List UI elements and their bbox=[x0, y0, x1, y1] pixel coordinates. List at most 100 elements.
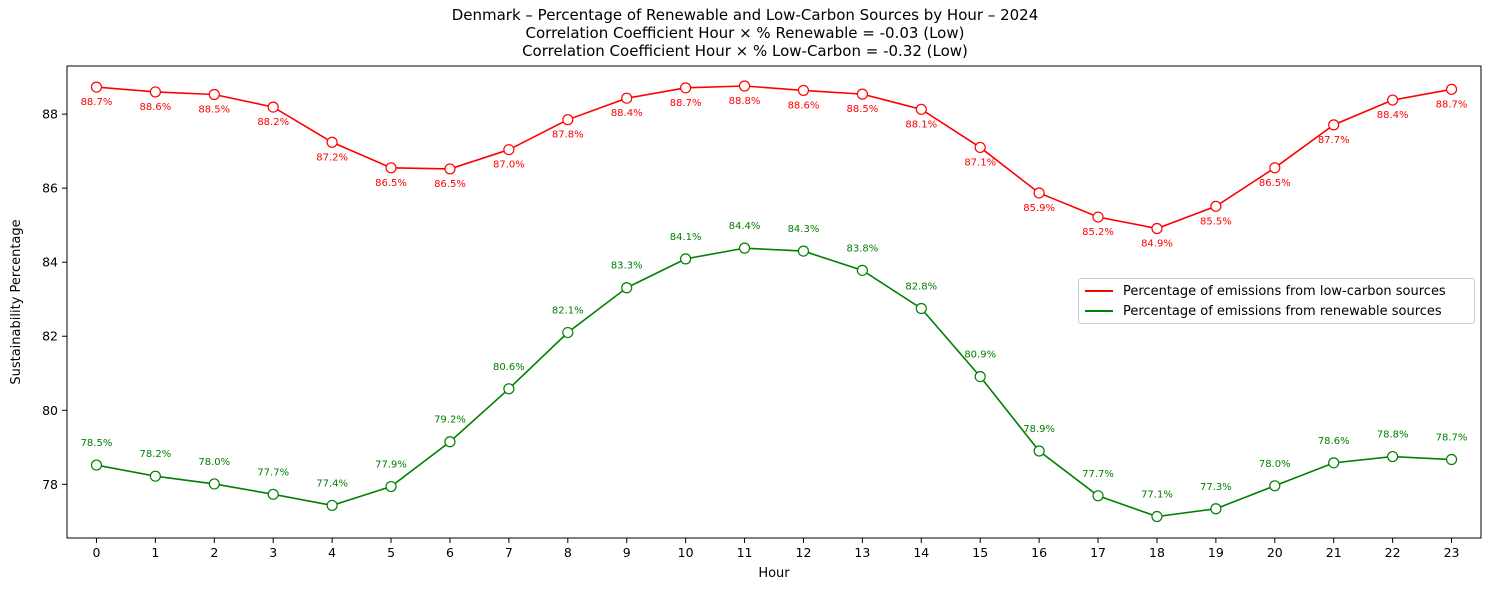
data-point bbox=[149, 470, 161, 482]
x-tick-label: 22 bbox=[1385, 545, 1401, 560]
data-point bbox=[680, 82, 692, 94]
data-label: 78.0% bbox=[1259, 459, 1291, 470]
data-point bbox=[621, 282, 633, 294]
x-tick-label: 21 bbox=[1326, 545, 1342, 560]
y-tick-label: 82 bbox=[42, 329, 58, 344]
data-label: 86.5% bbox=[1259, 178, 1291, 189]
x-tick-label: 3 bbox=[269, 545, 277, 560]
data-label: 84.4% bbox=[729, 221, 761, 232]
data-label: 83.3% bbox=[611, 261, 643, 272]
x-tick-label: 5 bbox=[387, 545, 395, 560]
x-tick-label: 1 bbox=[151, 545, 159, 560]
data-label: 88.5% bbox=[846, 104, 878, 115]
data-point bbox=[738, 242, 751, 254]
data-label: 77.1% bbox=[1141, 490, 1173, 501]
data-point bbox=[1328, 457, 1340, 469]
x-tick-label: 20 bbox=[1267, 545, 1283, 560]
x-tick-label: 9 bbox=[623, 545, 631, 560]
data-label: 88.5% bbox=[198, 105, 230, 116]
data-point bbox=[1328, 119, 1340, 131]
data-label: 78.2% bbox=[139, 449, 171, 460]
x-tick-label: 2 bbox=[210, 545, 218, 560]
data-point bbox=[738, 80, 751, 92]
data-label: 88.8% bbox=[729, 96, 761, 107]
data-point bbox=[856, 264, 868, 276]
series-line-1 bbox=[96, 247, 1452, 518]
data-label: 83.8% bbox=[846, 243, 878, 254]
data-label: 84.3% bbox=[788, 224, 820, 235]
data-label: 88.7% bbox=[81, 97, 113, 108]
data-point bbox=[1445, 83, 1458, 95]
data-label: 86.5% bbox=[375, 178, 407, 189]
data-label: 82.1% bbox=[552, 306, 584, 317]
plot-frame bbox=[66, 65, 1482, 539]
data-label: 88.4% bbox=[1377, 110, 1409, 121]
data-label: 77.7% bbox=[1082, 469, 1114, 480]
chart-subtitle-1: Correlation Coefficient Hour × % Renewab… bbox=[525, 24, 965, 42]
data-point bbox=[1151, 510, 1163, 523]
data-point bbox=[90, 81, 103, 93]
data-point bbox=[1445, 453, 1458, 466]
data-label: 78.7% bbox=[1436, 433, 1468, 444]
legend-label-renewable: Percentage of emissions from renewable s… bbox=[1123, 303, 1442, 319]
data-label: 88.1% bbox=[905, 119, 937, 130]
y-axis-label: Sustainability Percentage bbox=[9, 219, 24, 384]
data-point bbox=[1269, 162, 1281, 174]
data-point bbox=[385, 162, 397, 174]
data-label: 87.7% bbox=[1318, 135, 1350, 146]
data-label: 86.5% bbox=[434, 179, 466, 190]
data-label: 87.1% bbox=[964, 157, 996, 168]
data-label: 87.2% bbox=[316, 152, 348, 163]
data-point bbox=[208, 478, 220, 490]
data-label: 78.6% bbox=[1318, 436, 1350, 447]
data-point bbox=[385, 480, 397, 493]
x-tick-label: 10 bbox=[678, 545, 694, 560]
data-point bbox=[621, 92, 633, 104]
data-label: 85.2% bbox=[1082, 227, 1114, 238]
data-point bbox=[444, 436, 456, 448]
data-point bbox=[1033, 445, 1045, 457]
data-point bbox=[1210, 503, 1222, 515]
x-tick-label: 23 bbox=[1444, 545, 1460, 560]
x-axis-label: Hour bbox=[758, 566, 790, 581]
data-label: 88.6% bbox=[139, 102, 171, 113]
data-point bbox=[503, 144, 515, 156]
data-label: 78.0% bbox=[198, 457, 230, 468]
data-point bbox=[208, 88, 220, 101]
data-point bbox=[267, 101, 279, 113]
legend-item-low-carbon: Percentage of emissions from low-carbon … bbox=[1085, 281, 1446, 301]
y-tick-label: 80 bbox=[42, 403, 58, 418]
data-label: 77.9% bbox=[375, 460, 407, 471]
x-tick-label: 8 bbox=[564, 545, 572, 560]
data-point bbox=[1269, 480, 1281, 492]
x-tick-label: 15 bbox=[972, 545, 988, 560]
x-tick-label: 7 bbox=[505, 545, 513, 560]
data-label: 78.8% bbox=[1377, 430, 1409, 441]
data-point bbox=[915, 302, 927, 315]
data-point bbox=[856, 88, 868, 100]
data-label: 82.8% bbox=[905, 281, 937, 292]
data-label: 88.7% bbox=[1436, 99, 1468, 110]
data-point bbox=[562, 114, 574, 126]
data-point bbox=[974, 141, 986, 154]
data-point bbox=[1092, 211, 1104, 223]
legend-swatch-renewable bbox=[1085, 310, 1113, 312]
y-tick-label: 84 bbox=[42, 255, 58, 270]
x-tick-label: 16 bbox=[1031, 545, 1047, 560]
data-label: 85.5% bbox=[1200, 216, 1232, 227]
data-point bbox=[326, 499, 338, 512]
data-point bbox=[974, 370, 986, 383]
data-point bbox=[503, 383, 515, 395]
data-point bbox=[1151, 222, 1163, 235]
data-point bbox=[149, 86, 161, 98]
x-tick-label: 13 bbox=[854, 545, 870, 560]
data-label: 84.1% bbox=[670, 232, 702, 243]
y-tick-label: 78 bbox=[42, 477, 58, 492]
x-tick-label: 14 bbox=[913, 545, 929, 560]
chart-title-block: Denmark – Percentage of Renewable and Lo… bbox=[0, 6, 1490, 60]
data-point bbox=[90, 459, 103, 471]
legend-label-low-carbon: Percentage of emissions from low-carbon … bbox=[1123, 283, 1446, 299]
data-label: 88.2% bbox=[257, 117, 289, 128]
y-tick-label: 88 bbox=[42, 107, 58, 122]
